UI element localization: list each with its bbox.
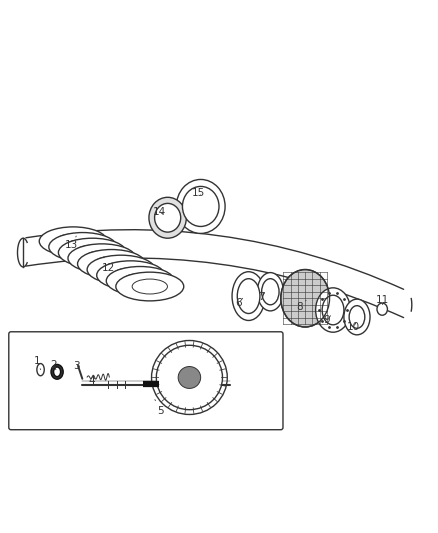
Ellipse shape — [123, 273, 158, 288]
Ellipse shape — [183, 187, 219, 227]
Ellipse shape — [49, 232, 117, 261]
Text: 5: 5 — [155, 400, 163, 416]
Ellipse shape — [155, 204, 181, 232]
Ellipse shape — [316, 288, 350, 332]
Text: 7: 7 — [258, 292, 265, 302]
Ellipse shape — [84, 251, 120, 265]
Ellipse shape — [113, 268, 148, 282]
Text: 1: 1 — [34, 356, 41, 370]
Ellipse shape — [232, 272, 265, 320]
Ellipse shape — [58, 238, 126, 267]
Ellipse shape — [237, 279, 260, 313]
Ellipse shape — [106, 266, 174, 295]
Ellipse shape — [53, 367, 60, 377]
Ellipse shape — [132, 279, 167, 294]
Ellipse shape — [56, 234, 91, 249]
Ellipse shape — [78, 249, 145, 278]
Ellipse shape — [349, 305, 365, 328]
Ellipse shape — [178, 367, 201, 389]
Text: 8: 8 — [296, 301, 306, 312]
Ellipse shape — [37, 364, 44, 376]
Text: 11: 11 — [376, 295, 389, 305]
Ellipse shape — [68, 244, 136, 272]
Ellipse shape — [149, 197, 186, 238]
Ellipse shape — [322, 295, 344, 325]
Text: 9: 9 — [324, 316, 331, 326]
Ellipse shape — [65, 239, 100, 254]
Ellipse shape — [116, 272, 184, 301]
Ellipse shape — [281, 270, 329, 327]
Text: 12: 12 — [101, 257, 115, 273]
Ellipse shape — [177, 180, 225, 233]
Ellipse shape — [344, 299, 370, 335]
Ellipse shape — [103, 262, 139, 277]
Ellipse shape — [97, 261, 165, 289]
Text: 3: 3 — [73, 361, 80, 371]
Ellipse shape — [94, 256, 129, 271]
Ellipse shape — [75, 245, 110, 260]
Text: 15: 15 — [191, 188, 205, 198]
Text: 13: 13 — [65, 236, 78, 250]
Text: 2: 2 — [50, 360, 57, 370]
Ellipse shape — [261, 279, 279, 305]
Text: 10: 10 — [346, 322, 360, 333]
Ellipse shape — [87, 255, 155, 284]
Ellipse shape — [51, 365, 63, 379]
Ellipse shape — [257, 272, 283, 311]
Text: 6: 6 — [235, 298, 243, 309]
Ellipse shape — [39, 227, 107, 256]
Text: 14: 14 — [152, 207, 166, 216]
Text: 4: 4 — [88, 376, 95, 386]
Ellipse shape — [156, 345, 223, 410]
FancyBboxPatch shape — [9, 332, 283, 430]
Ellipse shape — [377, 303, 388, 315]
